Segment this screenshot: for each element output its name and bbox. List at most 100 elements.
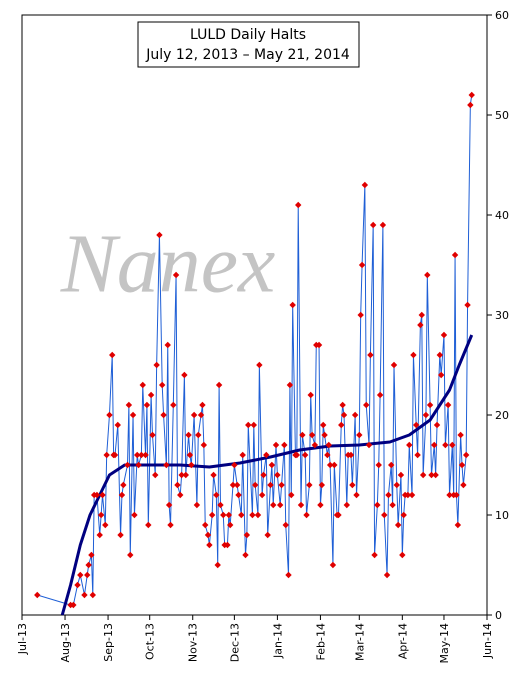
point-marker: [295, 201, 302, 209]
point-marker: [200, 441, 208, 449]
point-marker: [432, 471, 439, 479]
point-marker: [388, 461, 395, 469]
point-marker: [88, 551, 95, 559]
point-marker: [315, 341, 323, 349]
chart-subtitle: July 12, 2013 – May 21, 2014: [145, 47, 350, 63]
point-marker: [229, 481, 237, 489]
point-marker: [158, 381, 166, 389]
point-marker: [428, 471, 435, 479]
point-marker: [233, 481, 241, 489]
point-marker: [256, 361, 263, 369]
point-marker: [381, 511, 388, 519]
point-marker: [286, 381, 294, 389]
point-marker: [163, 461, 170, 469]
point-marker: [272, 441, 280, 449]
trend-line: [60, 334, 474, 616]
point-marker: [317, 501, 324, 509]
chart-title: LULD Daily Halts: [190, 27, 306, 43]
point-marker: [135, 461, 142, 469]
point-marker: [204, 531, 212, 539]
point-marker: [406, 441, 413, 449]
point-marker: [243, 531, 251, 539]
point-marker: [208, 511, 216, 519]
point-marker: [97, 511, 105, 519]
point-marker: [274, 471, 281, 479]
point-marker: [96, 531, 103, 539]
point-marker: [120, 481, 127, 489]
point-marker: [178, 471, 185, 479]
point-marker: [367, 351, 374, 359]
x-tick-label: Nov-13: [187, 623, 200, 662]
point-marker: [186, 451, 194, 459]
point-marker: [249, 511, 256, 519]
y-tick-label: 50: [495, 109, 509, 122]
point-marker: [361, 181, 369, 189]
point-marker: [335, 511, 342, 519]
point-marker: [444, 401, 452, 409]
point-marker: [285, 571, 292, 579]
plot-area: [21, 14, 488, 616]
point-marker: [81, 591, 88, 599]
point-marker: [289, 301, 296, 309]
point-marker: [293, 451, 301, 459]
point-marker: [127, 551, 134, 559]
point-marker: [170, 401, 177, 409]
point-marker: [460, 481, 467, 489]
point-marker: [109, 351, 116, 359]
point-marker: [288, 491, 295, 499]
point-marker: [74, 581, 81, 589]
x-tick-label: Dec-13: [228, 623, 241, 662]
point-marker: [321, 431, 328, 439]
point-marker: [325, 441, 332, 449]
point-marker: [103, 451, 110, 459]
point-marker: [145, 521, 152, 529]
point-marker: [431, 441, 438, 449]
point-marker: [371, 551, 378, 559]
x-tick-label: Sep-13: [102, 623, 115, 662]
point-marker: [422, 411, 430, 419]
point-marker: [282, 521, 289, 529]
point-marker: [149, 431, 156, 439]
point-marker: [331, 461, 338, 469]
point-marker: [433, 421, 441, 429]
point-marker: [338, 421, 345, 429]
point-marker: [214, 561, 221, 569]
point-marker: [156, 231, 163, 239]
x-tick-label: Jul-13: [16, 623, 29, 655]
point-marker: [437, 371, 445, 379]
point-marker: [454, 521, 462, 529]
point-marker: [462, 451, 470, 459]
point-marker: [239, 451, 246, 459]
point-marker: [85, 561, 92, 569]
point-marker: [139, 381, 146, 389]
point-marker: [375, 461, 382, 469]
point-marker: [134, 451, 141, 459]
point-marker: [358, 261, 366, 269]
x-tick-label: Apr-14: [396, 623, 409, 659]
point-marker: [213, 491, 220, 499]
point-marker: [164, 341, 171, 349]
point-marker: [340, 411, 348, 419]
point-marker: [320, 421, 327, 429]
point-marker: [267, 481, 274, 489]
point-marker: [153, 361, 160, 369]
point-marker: [400, 511, 407, 519]
point-marker: [385, 491, 392, 499]
point-marker: [324, 451, 331, 459]
point-marker: [177, 491, 184, 499]
point-marker: [457, 431, 464, 439]
point-marker: [383, 571, 391, 579]
point-marker: [124, 461, 131, 469]
point-marker: [227, 521, 234, 529]
point-marker: [254, 511, 262, 519]
point-marker: [426, 401, 434, 409]
point-marker: [390, 361, 398, 369]
point-marker: [440, 331, 448, 339]
point-marker: [418, 311, 425, 319]
point-marker: [389, 501, 396, 509]
point-marker: [365, 441, 373, 449]
y-tick-label: 10: [495, 509, 509, 522]
y-tick-label: 60: [495, 9, 509, 22]
point-marker: [399, 551, 406, 559]
